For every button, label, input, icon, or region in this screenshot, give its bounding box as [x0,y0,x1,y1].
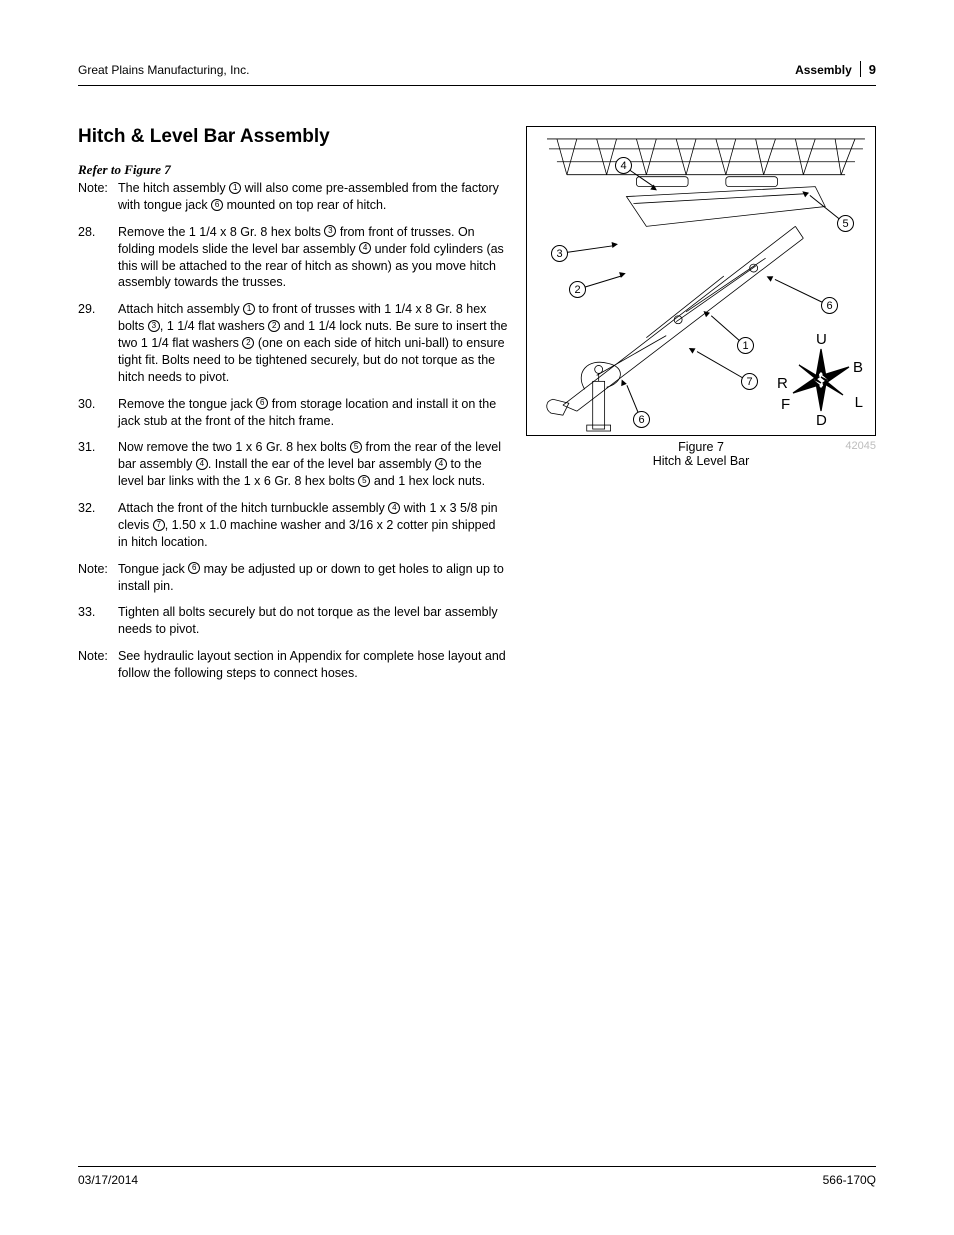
page-header: Great Plains Manufacturing, Inc. Assembl… [78,58,876,77]
section-name: Assembly [795,63,852,77]
callout-bubble: 5 [837,215,854,232]
header-divider [860,61,861,77]
step-text: Remove the 1 1/4 x 8 Gr. 8 hex bolts 3 f… [118,224,508,292]
step-label: 30. [78,396,118,430]
step-text: Attach hitch assembly 1 to front of trus… [118,301,508,385]
header-right: Assembly 9 [795,58,876,77]
orientation-compass: U D B R L F [781,335,861,425]
instruction-step: 28.Remove the 1 1/4 x 8 Gr. 8 hex bolts … [78,224,508,292]
step-text: Now remove the two 1 x 6 Gr. 8 hex bolts… [118,439,508,490]
step-text: Remove the tongue jack 6 from storage lo… [118,396,508,430]
instruction-step: 30.Remove the tongue jack 6 from storage… [78,396,508,430]
company-name: Great Plains Manufacturing, Inc. [78,63,249,77]
instruction-step: 31.Now remove the two 1 x 6 Gr. 8 hex bo… [78,439,508,490]
step-label: Note: [78,180,118,214]
step-text: Attach the front of the hitch turnbuckle… [118,500,508,551]
step-label: 32. [78,500,118,551]
callout-bubble: 2 [569,281,586,298]
callout-arrowhead [612,241,622,248]
step-label: Note: [78,648,118,682]
instruction-step: 32.Attach the front of the hitch turnbuc… [78,500,508,551]
callout-bubble: 6 [821,297,838,314]
compass-l: L [855,394,863,411]
text-column: Hitch & Level Bar Assembly Refer to Figu… [78,126,508,692]
figure-reference: Refer to Figure 7 [78,162,508,178]
step-label: 29. [78,301,118,385]
page-footer: 03/17/2014 566-170Q [78,1166,876,1187]
figure-column: 4 3 2 5 1 6 7 6 U D B [526,126,876,692]
callout-bubble: 7 [741,373,758,390]
instruction-step: Note:The hitch assembly 1 will also come… [78,180,508,214]
instruction-step: Note:See hydraulic layout section in App… [78,648,508,682]
step-label: 31. [78,439,118,490]
step-label: 28. [78,224,118,292]
step-label: 33. [78,604,118,638]
page-number: 9 [869,62,876,77]
step-label: Note: [78,561,118,595]
compass-f: F [781,396,790,413]
instruction-step: 29.Attach hitch assembly 1 to front of t… [78,301,508,385]
instruction-step: 33.Tighten all bolts securely but do not… [78,604,508,638]
callout-bubble: 4 [615,157,632,174]
figure-title: Hitch & Level Bar [653,454,750,468]
figure-caption: Figure 7 Hitch & Level Bar 42045 [526,440,876,468]
instruction-step: Note:Tongue jack 6 may be adjusted up or… [78,561,508,595]
compass-d: D [816,412,827,429]
figure-label: Figure 7 [678,440,724,454]
compass-b: B [853,359,863,376]
figure-drawing-id: 42045 [845,440,876,452]
footer-date: 03/17/2014 [78,1173,138,1187]
header-rule [78,85,876,86]
callout-bubble: 6 [633,411,650,428]
step-text: See hydraulic layout section in Appendix… [118,648,508,682]
section-title: Hitch & Level Bar Assembly [78,126,508,148]
step-text: The hitch assembly 1 will also come pre-… [118,180,508,214]
compass-u: U [816,331,827,348]
callout-bubble: 1 [737,337,754,354]
step-text: Tongue jack 6 may be adjusted up or down… [118,561,508,595]
step-text: Tighten all bolts securely but do not to… [118,604,508,638]
callout-bubble: 3 [551,245,568,262]
figure-box: 4 3 2 5 1 6 7 6 U D B [526,126,876,436]
compass-r: R [777,375,788,392]
footer-doc-id: 566-170Q [823,1173,876,1187]
